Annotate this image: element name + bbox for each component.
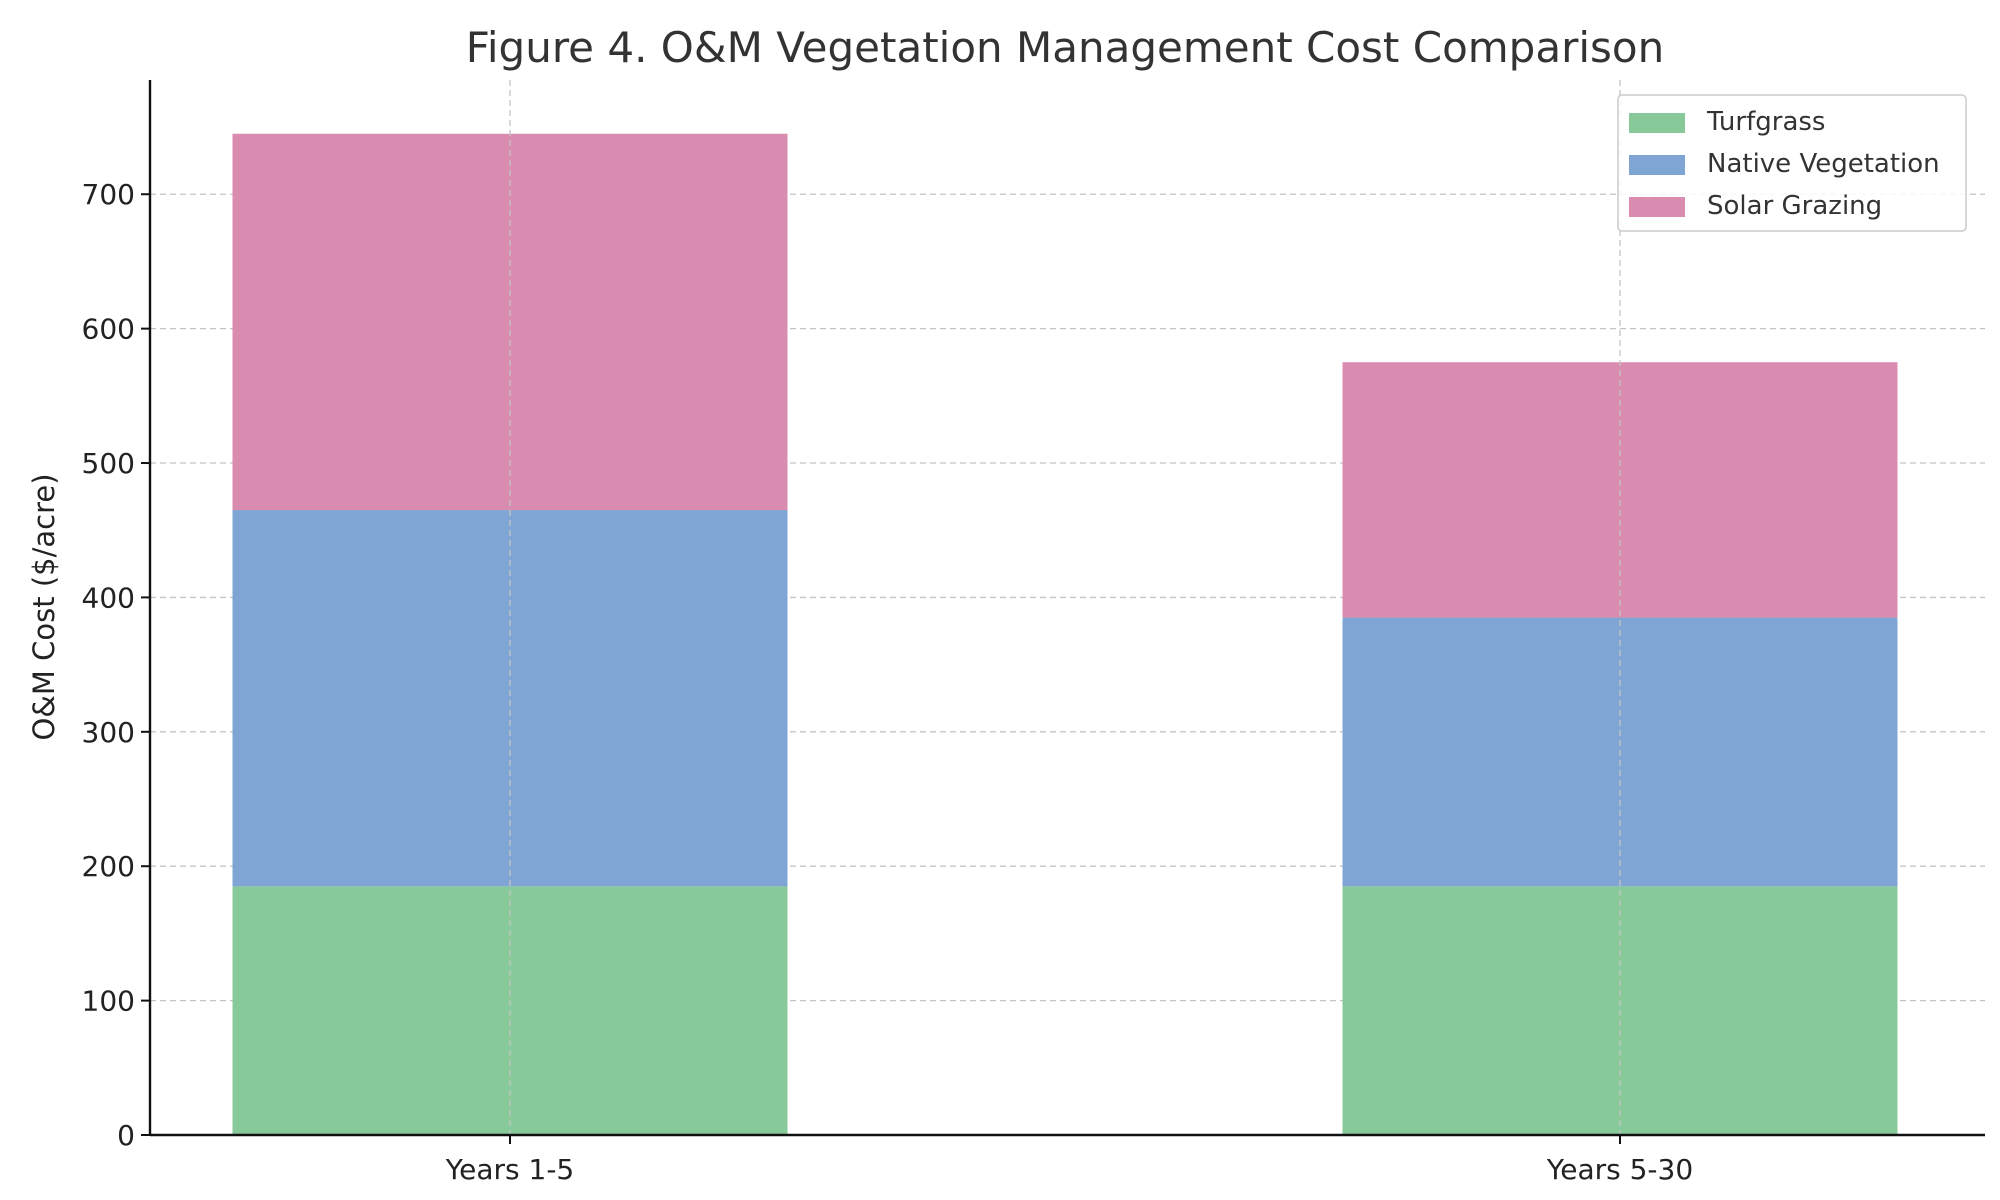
legend-swatch-solar-grazing: [1629, 197, 1685, 217]
y-tick-label: 600: [82, 313, 135, 346]
y-axis-label: O&M Cost ($/acre): [27, 473, 61, 740]
y-tick-label: 400: [82, 581, 135, 614]
x-tick-label: Years 5-30: [1546, 1153, 1693, 1186]
bars: [232, 133, 1898, 1135]
legend-swatch-turfgrass: [1629, 113, 1685, 133]
y-tick-label: 700: [82, 178, 135, 211]
x-tick-label: Years 1-5: [445, 1153, 575, 1186]
y-tick-label: 200: [82, 850, 135, 883]
y-tick-label: 0: [117, 1119, 135, 1152]
legend-label-turfgrass: Turfgrass: [1706, 107, 1825, 137]
legend: Turfgrass Native Vegetation Solar Grazing: [1617, 94, 1967, 232]
bar-native-vegetation-years-1-5: [232, 510, 788, 887]
y-tick-label: 300: [82, 716, 135, 749]
x-grid-lines: [509, 80, 1621, 1135]
legend-box: [1617, 94, 1967, 232]
axes: [141, 80, 1985, 1144]
chart-title: Figure 4. O&M Vegetation Management Cost…: [466, 23, 1664, 72]
legend-label-solar-grazing: Solar Grazing: [1707, 191, 1882, 221]
legend-swatch-native-vegetation: [1629, 155, 1685, 175]
y-tick-label: 500: [82, 447, 135, 480]
legend-label-native-vegetation: Native Vegetation: [1707, 149, 1940, 179]
y-tick-labels: 0 100 200 300 400 500 600 700: [82, 178, 135, 1152]
y-tick-label: 100: [82, 985, 135, 1018]
x-tick-labels: Years 1-5 Years 5-30: [445, 1153, 1693, 1186]
